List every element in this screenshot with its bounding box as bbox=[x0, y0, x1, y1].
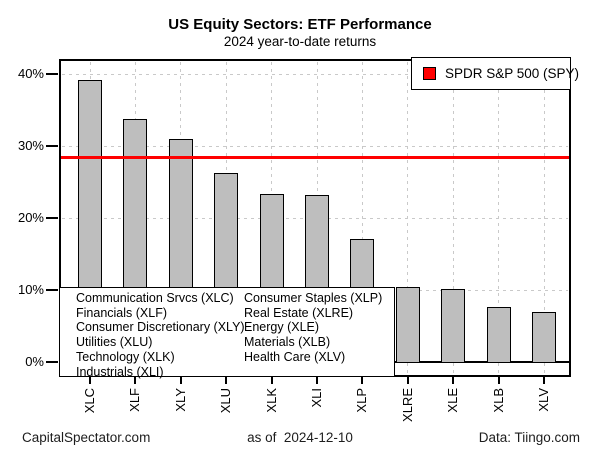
spy-reference-line bbox=[61, 156, 569, 160]
sector-key-item: Consumer Staples (XLP) bbox=[244, 291, 383, 305]
sector-key-item: Materials (XLB) bbox=[244, 335, 331, 350]
x-axis-tick-XLE bbox=[452, 377, 455, 384]
legend-label: SPDR S&P 500 (SPY) bbox=[445, 66, 580, 81]
bar-XLRE bbox=[395, 287, 420, 363]
sector-key-item: Financials (XLF) bbox=[76, 305, 167, 320]
x-axis-label-XLV: XLV bbox=[536, 388, 551, 412]
x-axis-label-XLY: XLY bbox=[172, 388, 188, 412]
y-axis-label-0%: 0% bbox=[25, 354, 44, 369]
y-gridline-40% bbox=[62, 73, 568, 75]
x-gridline-XLRE bbox=[407, 62, 409, 375]
chart-subtitle: 2024 year-to-date returns bbox=[223, 34, 377, 49]
bar-XLV bbox=[532, 312, 556, 363]
x-axis-label-XLU: XLU bbox=[218, 388, 234, 414]
x-axis-label-XLRE: XLRE bbox=[399, 388, 415, 422]
sector-key-item: Communication Srvcs (XLC) bbox=[76, 291, 234, 305]
x-axis-label-XLF: XLF bbox=[127, 388, 143, 412]
legend-box: SPDR S&P 500 (SPY) bbox=[411, 57, 579, 90]
sector-key-item: Real Estate (XLRE) bbox=[244, 305, 354, 320]
chart-title: US Equity Sectors: ETF Performance bbox=[168, 16, 432, 33]
bar-XLB bbox=[486, 306, 511, 363]
sector-key-item: Energy (XLE) bbox=[244, 320, 320, 335]
x-axis-tick-XLP bbox=[361, 377, 364, 384]
x-axis-label-XLB: XLB bbox=[490, 388, 506, 413]
sector-key-column-2: Consumer Staples (XLP) Real Estate (XLRE)… bbox=[244, 291, 382, 365]
y-axis-label-20%: 20% bbox=[17, 210, 44, 225]
bar-XLE bbox=[441, 288, 466, 363]
sector-key-box: Communication Srvcs (XLC) Financials (XLF… bbox=[59, 287, 395, 379]
x-gridline-XLP bbox=[361, 62, 363, 375]
footer-source-left: CapitalSpectator.com bbox=[22, 430, 151, 445]
x-axis-tick-XLB bbox=[497, 377, 500, 384]
sector-key-item: Industrials (XLI) bbox=[76, 364, 164, 379]
y-gridline-30% bbox=[62, 145, 568, 147]
footer-data-source: Data: Tiingo.com bbox=[478, 430, 580, 445]
x-axis-tick-XLF bbox=[134, 377, 137, 384]
sector-key-item: Technology (XLK) bbox=[76, 349, 175, 364]
x-axis-label-XLC: XLC bbox=[82, 388, 97, 414]
y-axis-tick-30% bbox=[46, 145, 58, 147]
x-axis-tick-XLRE bbox=[406, 377, 409, 384]
y-axis-tick-20% bbox=[46, 217, 58, 219]
sector-key-item: Health Care (XLV) bbox=[244, 349, 346, 364]
y-axis-label-30%: 30% bbox=[17, 138, 44, 153]
sector-key-item: Utilities (XLU) bbox=[76, 335, 153, 350]
x-axis-tick-XLC bbox=[89, 377, 91, 384]
y-axis-tick-40% bbox=[46, 73, 58, 75]
x-axis-label-XLK: XLK bbox=[263, 388, 279, 413]
footer-as-of-date: as of 2024-12-10 bbox=[247, 430, 353, 445]
x-axis-tick-XLY bbox=[179, 377, 182, 384]
x-axis-label-XLI: XLI bbox=[309, 388, 324, 408]
x-axis-tick-XLU bbox=[225, 377, 228, 384]
legend-swatch-red-square bbox=[423, 67, 436, 80]
y-axis-tick-0% bbox=[46, 361, 58, 363]
y-axis-label-10%: 10% bbox=[17, 282, 44, 297]
x-axis-label-XLE: XLE bbox=[445, 388, 461, 413]
x-axis-label-XLP: XLP bbox=[354, 388, 370, 413]
x-gridline-XLV bbox=[543, 62, 545, 375]
x-axis-tick-XLI bbox=[316, 377, 318, 384]
x-gridline-XLB bbox=[498, 62, 500, 375]
x-axis-tick-XLV bbox=[543, 377, 545, 384]
x-axis-tick-XLK bbox=[270, 377, 273, 384]
sector-key-item: Consumer Discretionary (XLY) bbox=[76, 320, 245, 335]
y-axis-tick-10% bbox=[46, 289, 58, 291]
x-gridline-XLE bbox=[452, 62, 454, 375]
sector-key-column-1: Communication Srvcs (XLC) Financials (XLF… bbox=[76, 291, 245, 379]
y-axis-label-40%: 40% bbox=[17, 66, 44, 81]
